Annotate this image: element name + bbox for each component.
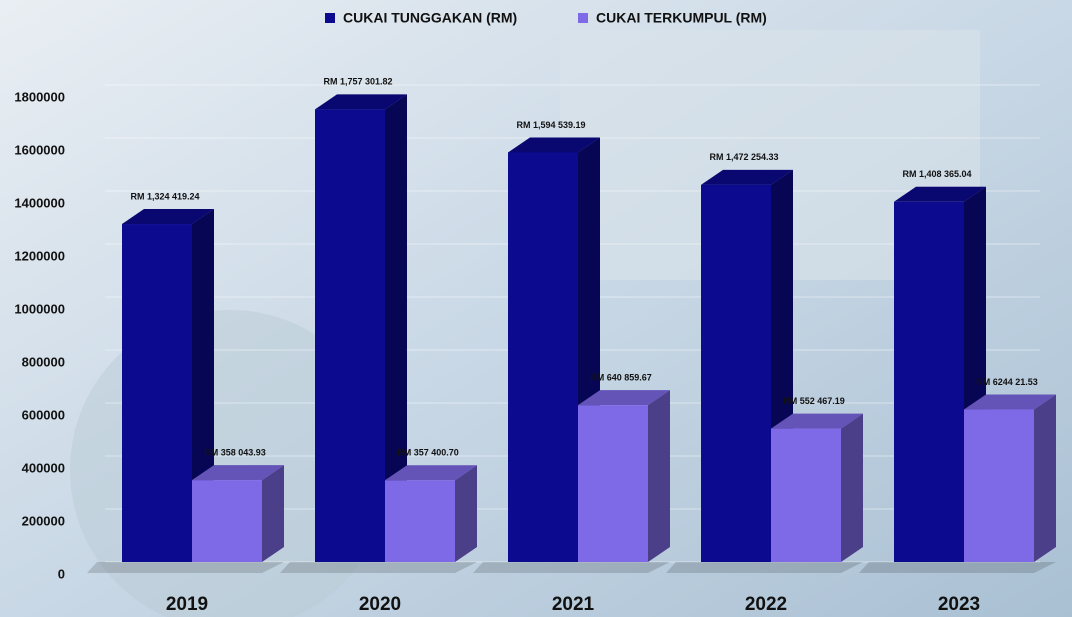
bar-top-shade	[315, 94, 407, 110]
y-tick-label: 800000	[22, 354, 65, 369]
bar-top	[964, 394, 1056, 410]
bar-side-shade	[455, 465, 477, 562]
y-tick-label: 0	[58, 566, 65, 581]
floor-shadow	[859, 562, 1056, 573]
y-tick-label: 1000000	[14, 301, 65, 316]
value-label: RM 1,408 365.04	[902, 169, 971, 179]
bar-side-shade	[262, 465, 284, 562]
bar-front	[964, 409, 1034, 562]
bar-top	[385, 465, 477, 481]
y-tick-label: 1800000	[14, 89, 65, 104]
bar-top-shade	[508, 137, 600, 153]
bar-front	[771, 428, 841, 562]
x-tick-label: 2023	[938, 594, 980, 615]
value-label: RM 1,324 419.24	[130, 191, 199, 201]
bar-top-shade	[192, 465, 284, 481]
bar-top-shade	[964, 394, 1056, 410]
bar	[385, 465, 477, 562]
value-label: RM 1,594 539.19	[516, 120, 585, 130]
bar-side	[841, 413, 863, 562]
y-tick-label: 1400000	[14, 195, 65, 210]
floor-shadow	[666, 562, 863, 573]
bar	[771, 413, 863, 562]
x-tick-label: 2022	[745, 594, 787, 615]
value-label: RM 357 400.70	[397, 448, 459, 458]
value-label: RM 1,472 254.33	[709, 152, 778, 162]
bar-side-shade	[841, 413, 863, 562]
y-tick-label: 1200000	[14, 248, 65, 263]
bar-front	[192, 480, 262, 562]
bar-front	[315, 109, 385, 563]
floor-shadow	[280, 562, 477, 573]
bar-front	[578, 405, 648, 562]
legend-swatch	[325, 13, 335, 23]
bar-top	[192, 465, 284, 481]
bar	[315, 94, 407, 563]
floor-shadow	[473, 562, 670, 573]
bar-side	[648, 390, 670, 562]
x-tick-label: 2019	[166, 594, 208, 615]
bar	[192, 465, 284, 562]
bar-side-shade	[648, 390, 670, 562]
floor-shadow	[87, 562, 284, 573]
bar-side	[262, 465, 284, 562]
bar-top	[771, 413, 863, 429]
bar-top-shade	[122, 209, 214, 225]
value-label: RM 640 859.67	[590, 373, 652, 383]
value-label: RM 1,757 301.82	[323, 77, 392, 87]
bar-front	[385, 480, 455, 562]
bar	[508, 137, 600, 562]
bar-front	[701, 184, 771, 562]
bar-top	[122, 209, 214, 225]
bar-top	[701, 169, 793, 185]
legend-swatch	[578, 13, 588, 23]
bar-top	[315, 94, 407, 110]
y-tick-label: 1600000	[14, 142, 65, 157]
value-label: RM 6244 21.53	[976, 377, 1038, 387]
bar-front	[122, 224, 192, 562]
bar-side	[1034, 394, 1056, 562]
y-tick-label: 600000	[22, 407, 65, 422]
bar	[578, 390, 670, 562]
bar-top-shade	[771, 413, 863, 429]
bar-top	[578, 390, 670, 406]
bar	[122, 209, 214, 562]
bar-side	[455, 465, 477, 562]
bar-top	[508, 137, 600, 153]
bar-front	[508, 152, 578, 562]
bar-front	[894, 201, 964, 562]
bar-top	[894, 186, 986, 202]
bar-side-shade	[385, 94, 407, 563]
x-tick-label: 2020	[359, 594, 401, 615]
bar-top-shade	[701, 169, 793, 185]
bar-top-shade	[578, 390, 670, 406]
bar-top-shade	[385, 465, 477, 481]
bar-side-shade	[1034, 394, 1056, 562]
legend-label: CUKAI TUNGGAKAN (RM)	[343, 10, 517, 26]
bar	[964, 394, 1056, 562]
y-tick-label: 200000	[22, 513, 65, 528]
value-label: RM 552 467.19	[783, 396, 845, 406]
bar-top-shade	[894, 186, 986, 202]
value-label: RM 358 043.93	[204, 447, 266, 457]
legend-label: CUKAI TERKUMPUL (RM)	[596, 10, 767, 26]
y-tick-label: 400000	[22, 460, 65, 475]
bar-side	[385, 94, 407, 563]
x-tick-label: 2021	[552, 594, 595, 615]
